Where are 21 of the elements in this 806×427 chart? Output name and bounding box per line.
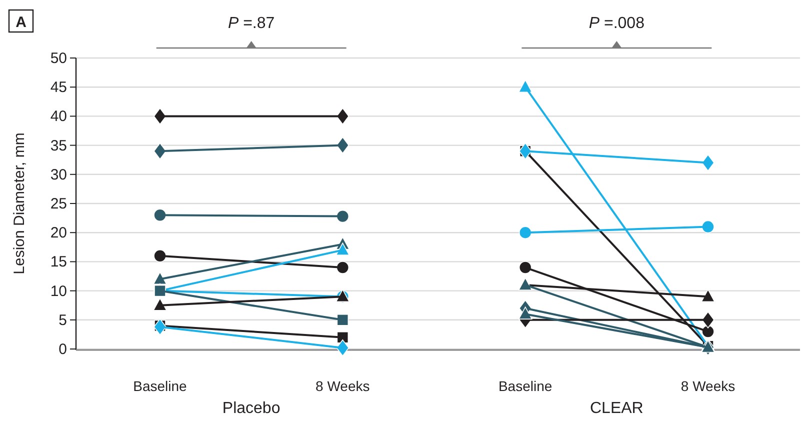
- text: P =.87: [228, 15, 275, 32]
- y-tick-label: 15: [50, 254, 67, 271]
- x-tick-label: 8 Weeks: [316, 378, 370, 394]
- y-tick-label: 30: [50, 166, 67, 184]
- text: Placebo: [222, 400, 280, 417]
- y-tick-label: 45: [50, 79, 67, 96]
- y-tick-label: 35: [50, 137, 67, 154]
- y-tick-label: 20: [50, 224, 67, 242]
- y-tick-label: 10: [50, 282, 67, 300]
- x-tick-label: Baseline: [133, 378, 188, 394]
- y-tick-label: 50: [50, 50, 67, 67]
- y-axis-title: Lesion Diameter, mm: [11, 132, 28, 274]
- y-tick-label: 40: [50, 108, 67, 126]
- x-tick-label: 8 Weeks: [680, 378, 736, 394]
- y-tick-label: 25: [50, 196, 67, 212]
- chart-title: A: [16, 14, 27, 31]
- text: P =.008: [588, 15, 645, 32]
- text: CLEAR: [590, 400, 644, 417]
- y-tick-label: 5: [58, 312, 67, 329]
- x-tick-label: Baseline: [498, 378, 552, 394]
- y-tick-label: 0: [58, 341, 67, 358]
